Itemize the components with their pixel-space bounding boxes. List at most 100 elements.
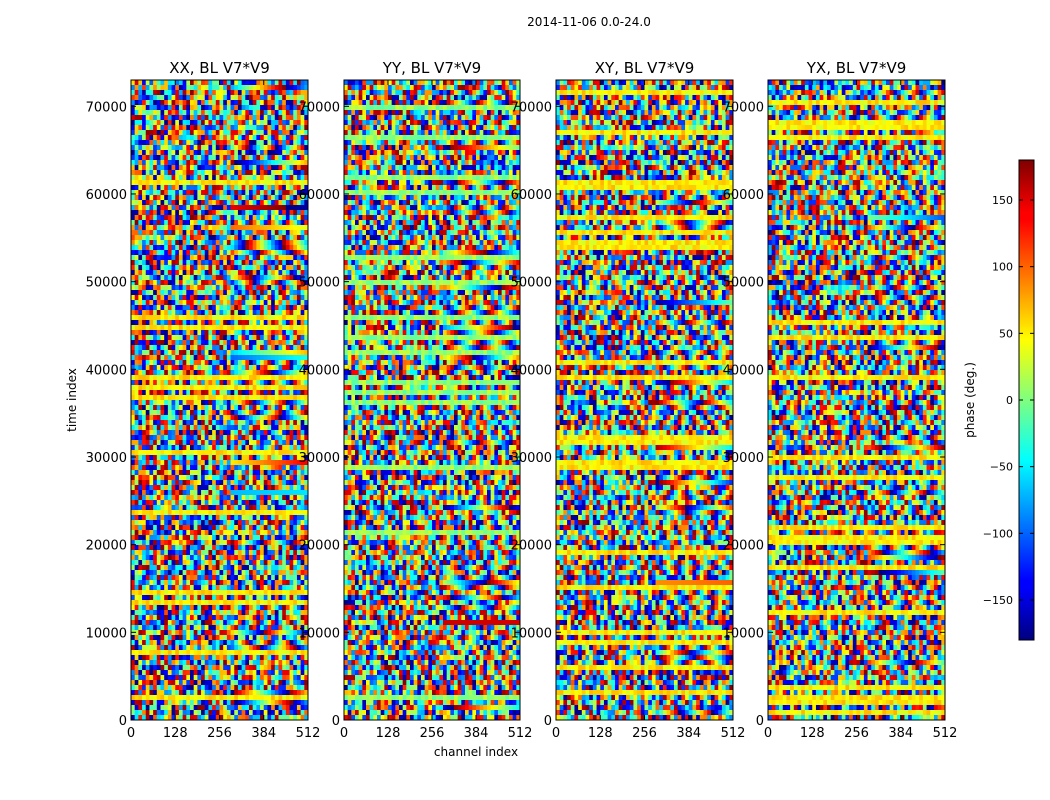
heatmap-cell xyxy=(252,480,257,486)
heatmap-cell xyxy=(156,480,161,486)
heatmap-cell xyxy=(241,195,246,201)
heatmap-cell xyxy=(193,520,198,526)
heatmap-cell xyxy=(186,290,191,296)
heatmap-cell xyxy=(267,180,272,186)
heatmap-cell xyxy=(241,260,246,266)
heatmap-cell xyxy=(208,105,213,111)
heatmap-cell xyxy=(201,415,206,421)
heatmap-cell xyxy=(186,410,191,416)
heatmap-cell xyxy=(208,205,213,211)
heatmap-cell xyxy=(204,160,209,166)
heatmap-cell xyxy=(223,370,228,376)
heatmap-cell xyxy=(260,115,265,121)
heatmap-cell xyxy=(300,400,305,406)
heatmap-cell xyxy=(212,325,217,331)
heatmap-cell xyxy=(230,135,235,141)
heatmap-cell xyxy=(182,230,187,236)
heatmap-cell xyxy=(149,165,154,171)
heatmap-cell xyxy=(249,185,254,191)
heatmap-cell xyxy=(149,495,154,501)
heatmap-cell xyxy=(156,235,161,241)
heatmap-cell xyxy=(201,430,206,436)
heatmap-cell xyxy=(138,100,143,106)
heatmap-cell xyxy=(190,240,195,246)
heatmap-cell xyxy=(182,530,187,536)
heatmap-cell xyxy=(278,130,283,136)
heatmap-cell xyxy=(178,505,184,511)
heatmap-cell xyxy=(215,175,220,181)
heatmap-cell xyxy=(278,205,283,211)
heatmap-cell xyxy=(304,560,308,566)
heatmap-cell xyxy=(190,390,195,396)
heatmap-cell xyxy=(164,525,169,531)
heatmap-cell xyxy=(296,185,302,191)
heatmap-cell xyxy=(245,585,250,591)
heatmap-cell xyxy=(175,575,180,581)
heatmap-cell xyxy=(131,340,136,346)
heatmap-cell xyxy=(219,425,224,431)
heatmap-cell xyxy=(271,505,276,511)
heatmap-cell xyxy=(226,135,231,141)
heatmap-cell xyxy=(260,85,265,91)
heatmap-cell xyxy=(223,565,228,571)
heatmap-cell xyxy=(131,315,136,321)
heatmap-cell xyxy=(230,565,235,571)
heatmap-cell xyxy=(171,375,176,381)
heatmap-cell xyxy=(285,200,290,206)
heatmap-cell xyxy=(234,205,239,211)
heatmap-cell xyxy=(167,575,172,581)
heatmap-cell xyxy=(230,380,235,386)
heatmap-cell xyxy=(296,375,302,381)
heatmap-cell xyxy=(167,245,172,251)
heatmap-cell xyxy=(204,115,209,121)
heatmap-cell xyxy=(274,265,279,271)
heatmap-cell xyxy=(208,220,213,226)
heatmap-cell xyxy=(167,275,172,281)
heatmap-cell xyxy=(193,450,198,456)
heatmap-cell xyxy=(219,95,224,101)
heatmap-cell xyxy=(201,410,206,416)
heatmap-cell xyxy=(230,100,235,106)
heatmap-cell xyxy=(208,245,213,251)
heatmap-cell xyxy=(182,270,187,276)
heatmap-cell xyxy=(197,360,202,366)
heatmap-cell xyxy=(296,210,302,216)
heatmap-cell xyxy=(260,540,265,546)
heatmap-cell xyxy=(212,425,217,431)
heatmap-cell xyxy=(241,390,246,396)
heatmap-cell xyxy=(131,405,136,411)
heatmap-cell xyxy=(274,525,279,531)
heatmap-cell xyxy=(171,105,176,111)
heatmap-cell xyxy=(278,550,283,556)
heatmap-cell xyxy=(252,430,257,436)
heatmap-cell xyxy=(234,550,239,556)
heatmap-cell xyxy=(134,235,139,241)
heatmap-cell xyxy=(160,350,165,356)
heatmap-cell xyxy=(271,275,276,281)
heatmap-cell xyxy=(149,365,154,371)
heatmap-cell xyxy=(138,410,143,416)
heatmap-cell xyxy=(131,380,136,386)
heatmap-cell xyxy=(282,195,287,201)
heatmap-cell xyxy=(204,530,209,536)
heatmap-cell xyxy=(260,320,265,326)
heatmap-cell xyxy=(263,100,268,106)
heatmap-cell xyxy=(293,560,298,566)
heatmap-cell xyxy=(274,145,279,151)
heatmap-cell xyxy=(256,365,261,371)
heatmap-cell xyxy=(252,515,257,521)
heatmap-cell xyxy=(190,525,195,531)
heatmap-cell xyxy=(145,285,150,291)
heatmap-cell xyxy=(278,195,283,201)
heatmap-cell xyxy=(167,485,172,491)
heatmap-cell xyxy=(296,290,302,296)
heatmap-cell xyxy=(234,105,239,111)
heatmap-cell xyxy=(212,555,217,561)
heatmap-cell xyxy=(249,190,254,196)
heatmap-cell xyxy=(282,145,287,151)
heatmap-cell xyxy=(285,220,290,226)
heatmap-cell xyxy=(190,545,195,551)
heatmap-cell xyxy=(263,450,268,456)
heatmap-cell xyxy=(267,565,272,571)
heatmap-cell xyxy=(171,190,176,196)
